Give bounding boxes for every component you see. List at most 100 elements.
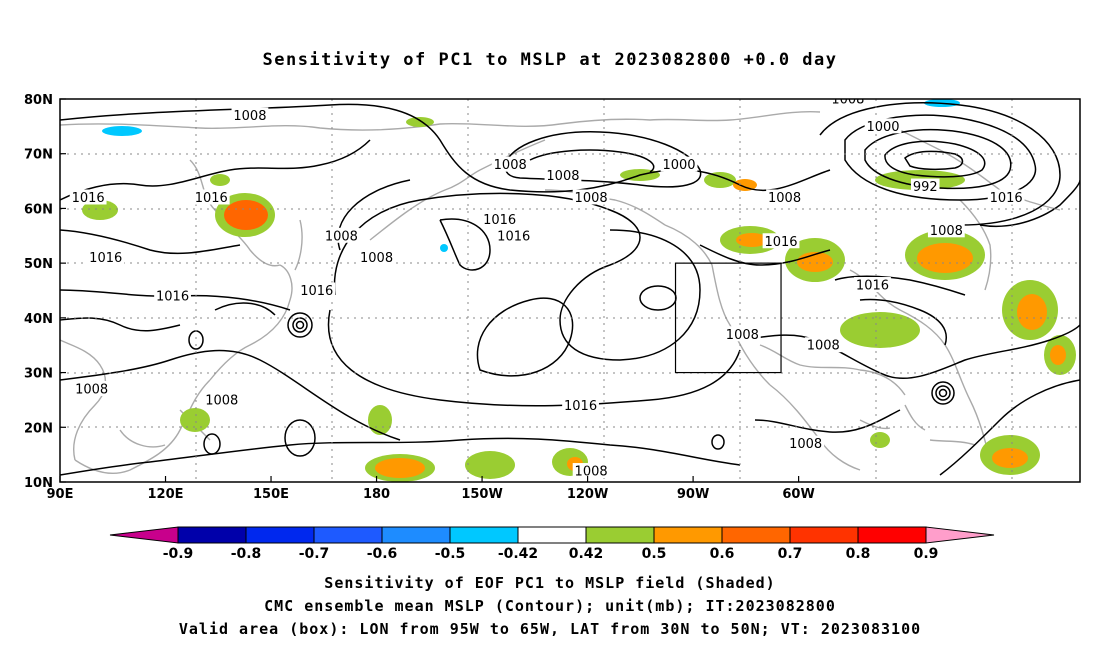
- contour-label: 1016: [483, 213, 516, 228]
- colorbar-label: 0.7: [778, 546, 803, 562]
- contour-label: 1016: [89, 251, 122, 266]
- colorbar-swatch: [789, 526, 859, 544]
- caption-line-2: CMC ensemble mean MSLP (Contour); unit(m…: [264, 597, 836, 615]
- contour-label-bg: [495, 227, 533, 243]
- colorbar-swatch: [177, 526, 247, 544]
- colorbar-swatch: [313, 526, 383, 544]
- contour-label-bg: [73, 380, 111, 396]
- colorbar-label: -0.8: [231, 546, 262, 562]
- sensitivity-shading: [82, 99, 1076, 482]
- contour-label: 1016: [497, 229, 530, 244]
- colorbar-swatch: [381, 526, 451, 544]
- lon-tick-label: 120W: [567, 487, 608, 502]
- contour-label: 1016: [564, 399, 597, 414]
- colorbar-swatch: [653, 526, 723, 544]
- contour-label: 1008: [831, 93, 864, 108]
- contour-label-bg: [154, 287, 191, 303]
- contour-label-bg: [723, 326, 761, 342]
- colorbar-high-triangle: [925, 526, 995, 544]
- map-title: Sensitivity of PC1 to MSLP at 2023082800…: [262, 50, 838, 70]
- lat-tick-label: 10N: [24, 476, 53, 491]
- colorbar-label: -0.42: [498, 546, 538, 562]
- contour-label-bg: [927, 222, 965, 238]
- contour-label-bg: [854, 277, 891, 293]
- colorbar-label: -0.9: [163, 546, 194, 562]
- contour-label: 1008: [930, 224, 963, 239]
- contour-label: 1016: [72, 191, 105, 206]
- contour-label: 1008: [325, 229, 358, 244]
- contour-label: 1008: [575, 191, 608, 206]
- lon-tick-label: 90E: [47, 487, 74, 502]
- colorbar-label: 0.8: [846, 546, 871, 562]
- contour-label-bg: [864, 118, 902, 134]
- lat-tick-label: 60N: [24, 202, 53, 217]
- colorbar-label: -0.7: [299, 546, 330, 562]
- contour-label: 1016: [195, 191, 228, 206]
- contour-label: 1008: [575, 465, 608, 480]
- colorbar-label: 0.42: [569, 546, 604, 562]
- lat-tick-label: 50N: [24, 257, 53, 272]
- mslp-contours: [60, 102, 1080, 476]
- colorbar-label: 0.9: [914, 546, 939, 562]
- lat-tick-label: 30N: [24, 367, 53, 382]
- contour-label: 992: [913, 180, 938, 195]
- contour-label-bg: [660, 156, 698, 172]
- lon-tick-label: 60W: [782, 487, 814, 502]
- lat-tick-label: 70N: [24, 148, 53, 163]
- colorbar-label: 0.5: [642, 546, 667, 562]
- contour-label: 1016: [300, 284, 333, 299]
- colorbar-label: -0.5: [435, 546, 466, 562]
- lon-tick-label: 90W: [677, 487, 709, 502]
- contour-label: 1008: [807, 339, 840, 354]
- contour-label-bg: [572, 189, 610, 205]
- map-frame: [59, 98, 1081, 483]
- lat-tick-label: 80N: [24, 93, 53, 108]
- contour-label: 1000: [866, 120, 899, 135]
- contour-label: 1008: [233, 109, 266, 124]
- lon-tick-label: 180: [363, 487, 390, 502]
- contour-label-bg: [829, 99, 867, 106]
- coastlines: [60, 110, 1061, 474]
- contour-label: 1008: [494, 158, 527, 173]
- contour-label-bg: [572, 463, 610, 479]
- contour-label-bg: [87, 249, 125, 265]
- contour-label-bg: [987, 189, 1025, 205]
- contour-label-bg: [804, 337, 842, 353]
- contour-label-bg: [766, 189, 803, 205]
- contour-label: 1008: [768, 191, 801, 206]
- colorbar-label: -0.6: [367, 546, 398, 562]
- contour-label-bg: [787, 435, 825, 451]
- lon-tick-label: 150W: [461, 487, 502, 502]
- contour-label-bg: [358, 249, 395, 265]
- contour-label: 1008: [205, 393, 238, 408]
- contour-label: 1016: [856, 279, 889, 294]
- axis-labels: 90E 120E 150E 180 150W 120W 90W 60W 80N 70N 60N 50N…: [24, 93, 815, 502]
- contour-label-bg: [192, 189, 230, 205]
- colorbar-swatch: [721, 526, 791, 544]
- colorbar-label: 0.6: [710, 546, 735, 562]
- graticule: [60, 99, 1080, 482]
- contour-label-bg: [298, 282, 336, 298]
- caption-line-3: Valid area (box): LON from 95W to 65W, L…: [178, 620, 922, 638]
- map-background: [60, 99, 1080, 482]
- contour-label: 1008: [546, 169, 579, 184]
- contour-label-bg: [322, 227, 360, 243]
- contour-label: 1016: [764, 235, 797, 250]
- contour-label: 1008: [75, 382, 108, 397]
- contour-label-bg: [231, 107, 269, 123]
- contour-label-bg: [910, 178, 940, 194]
- contour-label-bg: [491, 156, 529, 172]
- contour-label: 1016: [990, 191, 1023, 206]
- contour-label-bg: [69, 189, 107, 205]
- contour-label: 1008: [789, 437, 822, 452]
- colorbar-low-triangle: [109, 526, 179, 544]
- contour-label: 1000: [662, 158, 695, 173]
- lat-tick-label: 20N: [24, 421, 53, 436]
- caption-line-1: Sensitivity of EOF PC1 to MSLP field (Sh…: [324, 574, 776, 592]
- colorbar-swatch: [449, 526, 519, 544]
- colorbar-swatch: [585, 526, 655, 544]
- contour-label-bg: [481, 211, 519, 227]
- contour-label: 1008: [360, 251, 393, 266]
